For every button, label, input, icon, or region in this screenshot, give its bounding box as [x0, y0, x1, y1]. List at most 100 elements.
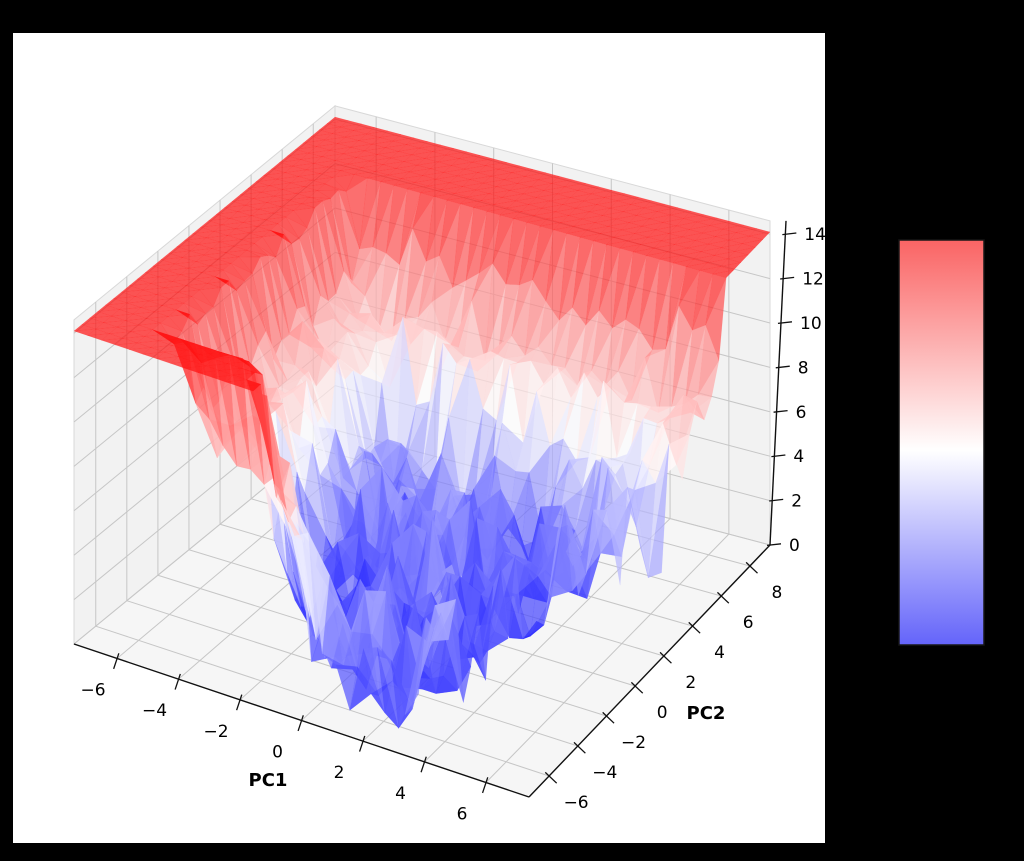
- surface-face: [529, 179, 552, 188]
- surface-face: [554, 204, 577, 213]
- surface-face: [185, 282, 209, 291]
- surface-face: [453, 186, 476, 194]
- surface-face: [299, 227, 321, 296]
- z-tick-label: 14: [804, 225, 826, 245]
- surface-face: [299, 152, 323, 160]
- x-tick-label: −2: [203, 722, 228, 742]
- surface-face: [452, 207, 474, 289]
- surface-face: [604, 193, 626, 202]
- surface-face: [217, 256, 240, 264]
- x-tick-label: 2: [334, 763, 345, 783]
- surface-face: [585, 240, 607, 326]
- surface-face: [252, 191, 275, 200]
- surface-face: [522, 620, 545, 640]
- surface-face: [400, 443, 423, 471]
- x-axis-label: PC1: [249, 770, 288, 791]
- surface-face: [330, 189, 352, 284]
- surface-face: [258, 206, 282, 214]
- colorbar: [898, 239, 985, 646]
- surface-face: [538, 300, 560, 348]
- surface-face: [329, 575, 352, 666]
- surface-face: [250, 208, 273, 217]
- surface-face: [155, 287, 179, 295]
- surface-face: [81, 322, 105, 330]
- surface-face: [492, 214, 514, 264]
- surface-face: [670, 210, 692, 219]
- surface-face: [253, 195, 276, 203]
- surface-face: [736, 228, 758, 237]
- y-tick: [716, 591, 730, 604]
- surface-face: [308, 532, 331, 654]
- surface-face: [318, 166, 341, 174]
- surface-face: [439, 199, 461, 256]
- surface-face: [211, 374, 235, 383]
- surface-face: [545, 229, 568, 302]
- surface-face: [596, 200, 619, 209]
- surface-face: [308, 371, 330, 427]
- surface-face: [294, 142, 317, 150]
- surface-face: [511, 165, 533, 174]
- surface-face: [576, 371, 598, 462]
- surface-face: [340, 167, 363, 175]
- surface-face: [313, 416, 337, 430]
- x-tick-label: 4: [395, 784, 406, 804]
- surface-face: [300, 196, 323, 205]
- y-tick-label: 6: [743, 613, 754, 633]
- surface-face: [503, 335, 526, 359]
- surface-face: [290, 179, 313, 187]
- surface-face: [687, 243, 710, 252]
- surface-face: [120, 285, 144, 293]
- surface-face: [114, 338, 138, 346]
- surface-face: [633, 225, 656, 234]
- surface-face: [376, 646, 399, 729]
- surface-face: [128, 278, 151, 286]
- surface-face: [364, 246, 387, 296]
- surface-face: [444, 279, 467, 342]
- surface-face: [279, 378, 301, 388]
- surface-face: [513, 214, 536, 223]
- surface-face: [238, 256, 261, 274]
- surface-face: [244, 198, 267, 206]
- floor-grid-y: [95, 625, 550, 777]
- surface-face: [188, 265, 211, 273]
- surface-face: [347, 157, 370, 165]
- x-tick: [235, 694, 243, 711]
- surface-face: [335, 270, 358, 320]
- surface-face: [296, 305, 319, 339]
- surface-face: [672, 258, 695, 267]
- surface-face: [642, 222, 664, 231]
- surface-face: [215, 207, 238, 215]
- surface-face: [191, 296, 214, 314]
- surface-face: [113, 296, 136, 304]
- surface-face: [150, 345, 174, 353]
- y-tick: [573, 741, 586, 754]
- surface-face: [305, 163, 328, 171]
- surface-face: [572, 240, 594, 326]
- surface-face: [306, 206, 329, 301]
- surface-face: [486, 204, 508, 212]
- y-tick-label: 0: [657, 703, 668, 723]
- surface-face: [535, 190, 558, 198]
- surface-face: [379, 438, 402, 465]
- surface-face: [442, 343, 465, 357]
- surface-face: [171, 338, 194, 346]
- z-axis-line: [769, 220, 787, 546]
- surface-face: [532, 229, 554, 302]
- z-tick: [775, 365, 790, 369]
- surface-face: [418, 255, 440, 318]
- z-tick: [780, 276, 795, 280]
- surface-face: [278, 377, 302, 393]
- surface-face: [448, 175, 471, 184]
- y-tick: [544, 771, 558, 784]
- surface-face: [242, 358, 265, 486]
- surface-face: [179, 267, 202, 276]
- surface-face: [312, 443, 334, 556]
- surface-face: [476, 165, 499, 173]
- surface-face: [490, 335, 513, 359]
- surface-face: [362, 312, 385, 334]
- floor-grid-x: [485, 533, 730, 783]
- surface-face: [310, 173, 333, 181]
- surface-face: [511, 279, 533, 336]
- surface-face: [195, 403, 218, 458]
- surface-face: [558, 233, 581, 321]
